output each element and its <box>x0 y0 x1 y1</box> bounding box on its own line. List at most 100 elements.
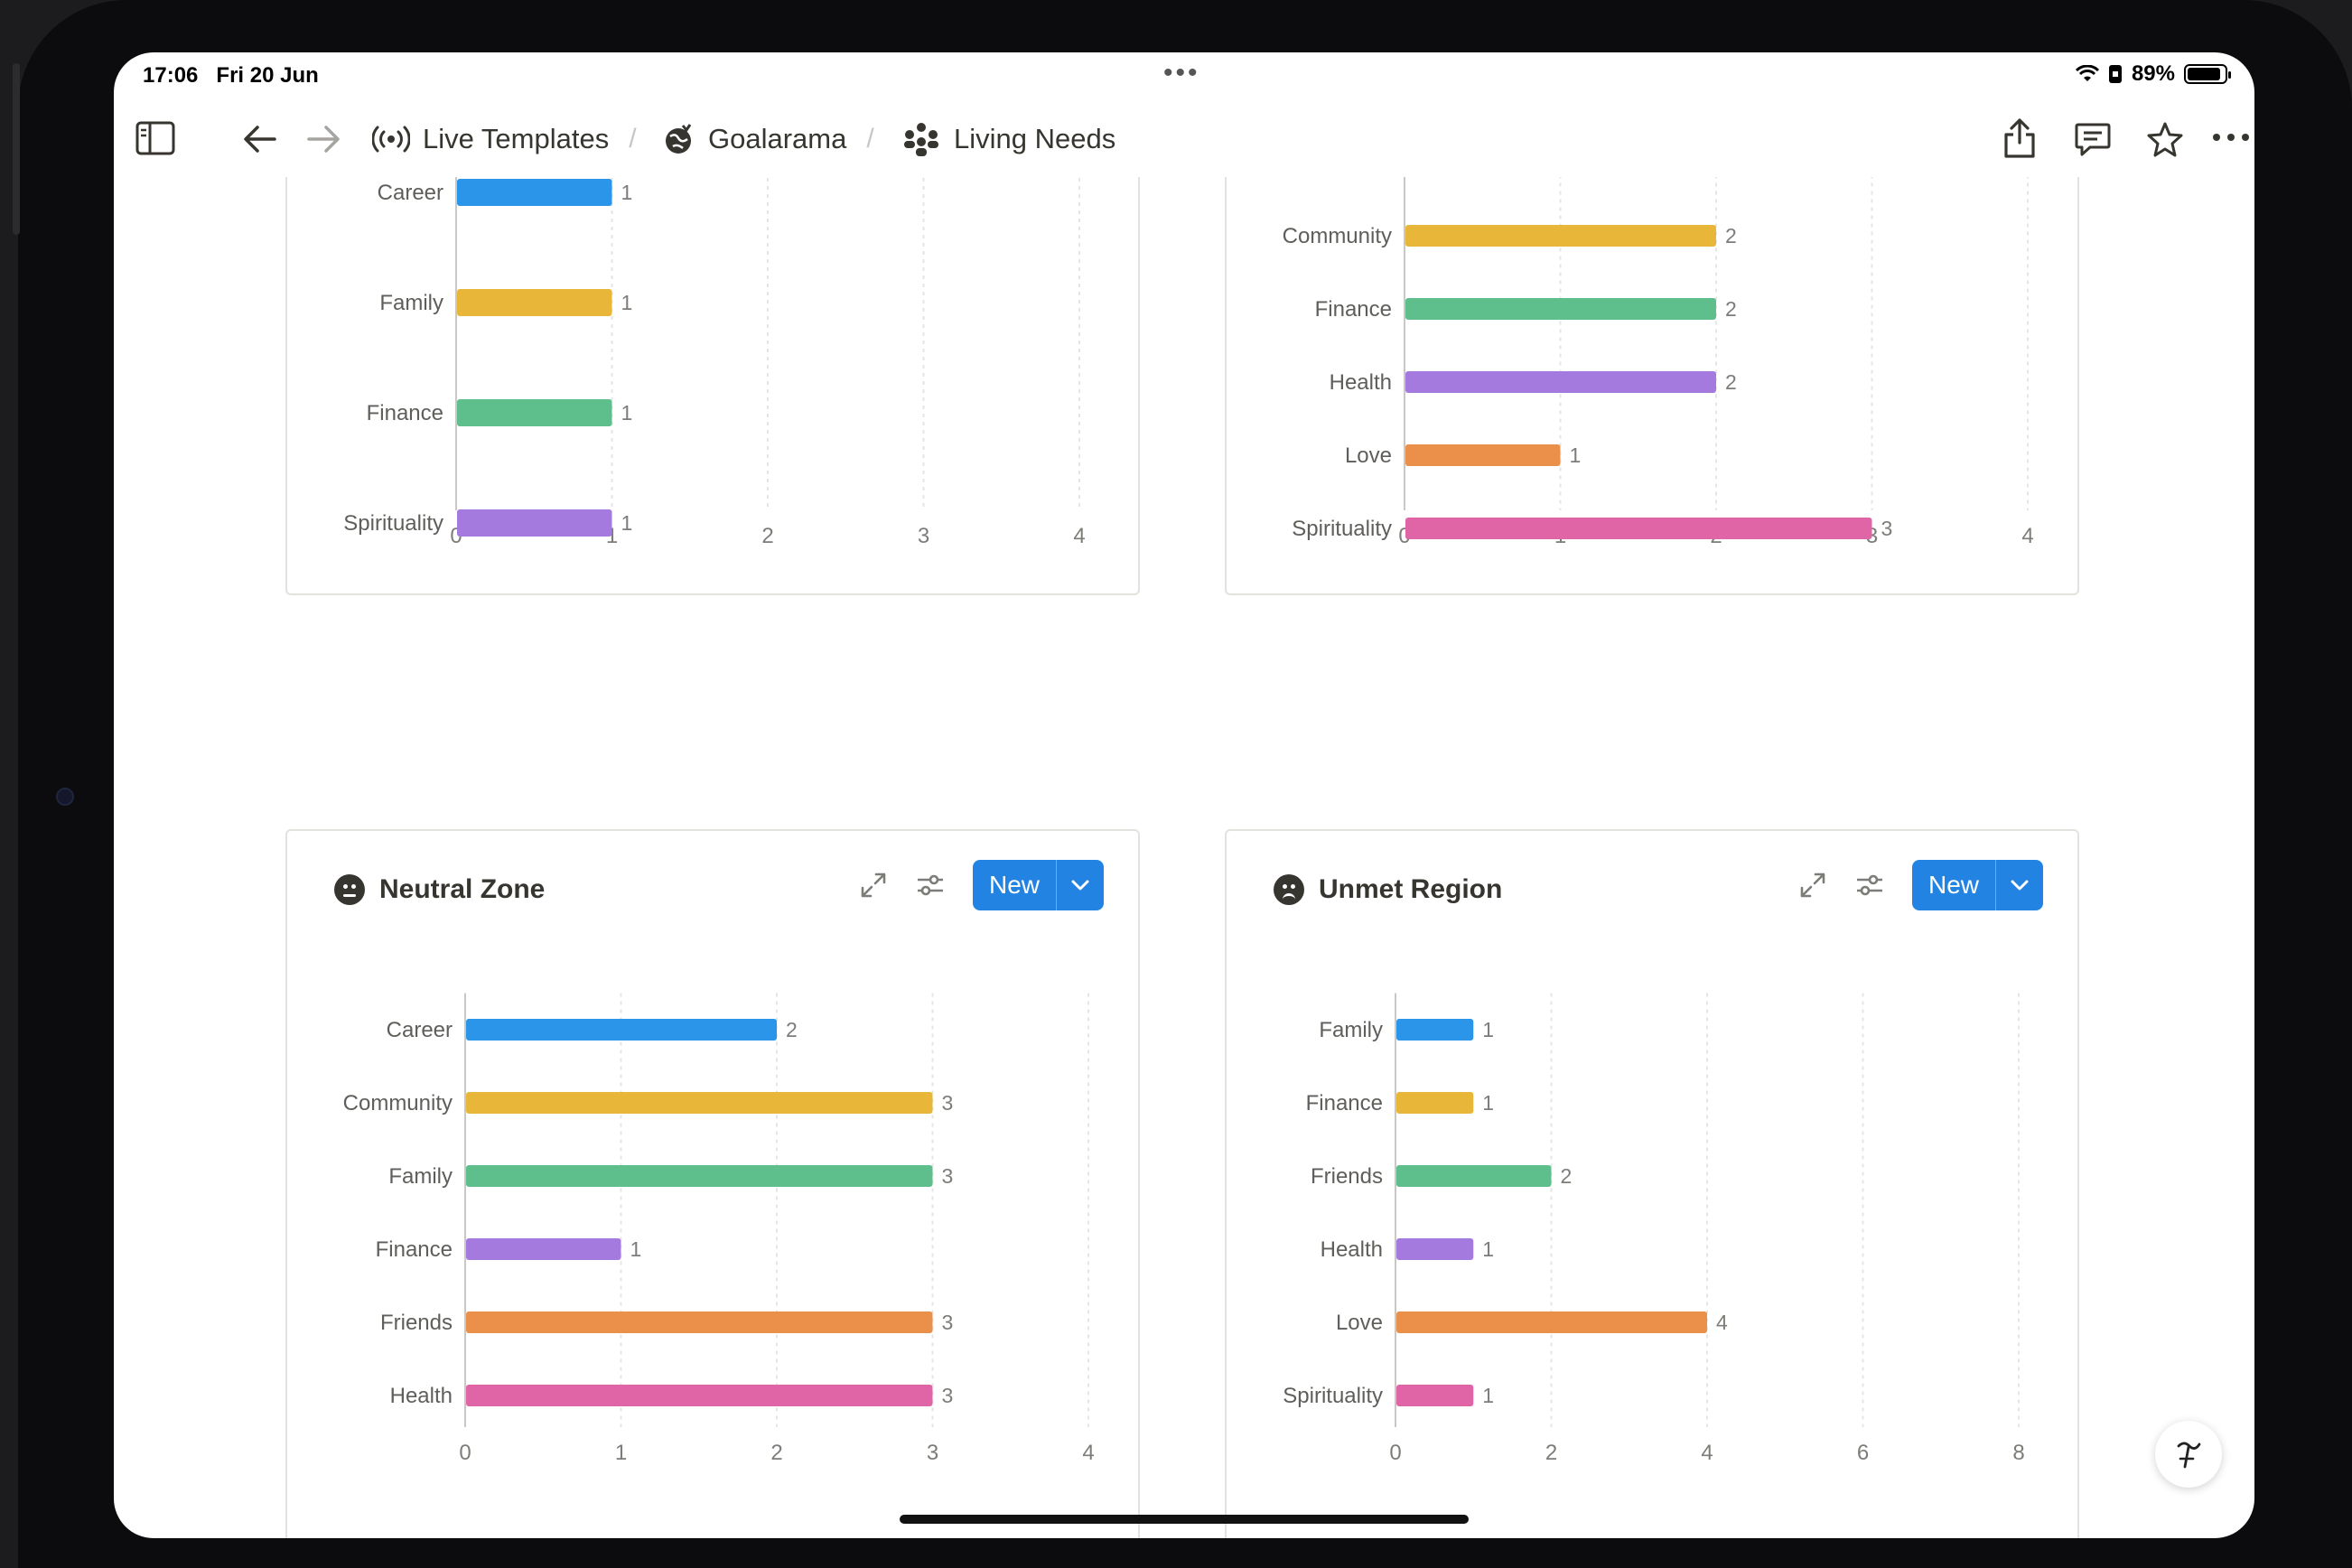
bar[interactable] <box>466 1092 933 1114</box>
breadcrumb-item-live-templates[interactable]: Live Templates / <box>372 108 637 170</box>
bar[interactable] <box>1396 1092 1474 1114</box>
breadcrumb-separator: / <box>866 124 874 154</box>
x-tick-label: 4 <box>1082 1441 1094 1465</box>
chevron-down-icon[interactable] <box>1995 860 2043 910</box>
category-label: Health <box>390 1384 453 1408</box>
bar-value-label: 2 <box>1725 297 1737 321</box>
settings-sliders-icon[interactable] <box>1854 872 1885 899</box>
category-label: Health <box>1321 1237 1383 1262</box>
front-camera <box>56 788 74 806</box>
bar-value-label: 2 <box>1725 224 1737 247</box>
sidebar-toggle-icon[interactable] <box>135 121 175 155</box>
category-label: Spirituality <box>1283 1384 1383 1408</box>
more-icon[interactable] <box>2211 132 2251 143</box>
bar[interactable] <box>1396 1165 1552 1187</box>
new-button[interactable]: New <box>972 860 1104 910</box>
x-tick-label: 8 <box>2012 1441 2024 1465</box>
category-label: Friends <box>1311 1164 1383 1189</box>
bar-value-label: 1 <box>621 181 633 204</box>
bar[interactable] <box>1405 371 1716 393</box>
bar-chart-top-right: 01234Career3Community2Finance2Health2Lov… <box>1283 177 2034 548</box>
chart-card-neutral-zone: Neutral Zone New 0 1 2 3 4 Career 2 Community 3 F… <box>285 829 1140 1538</box>
bar[interactable] <box>1396 1019 1474 1041</box>
bar-value-label: 1 <box>621 401 633 425</box>
bar[interactable] <box>457 179 612 206</box>
bar[interactable] <box>1396 1385 1474 1406</box>
ai-assistant-button[interactable] <box>2155 1421 2222 1488</box>
x-tick-label: 3 <box>927 1441 938 1465</box>
bar-value-label: 1 <box>1482 1018 1494 1041</box>
bar[interactable] <box>1405 298 1716 320</box>
expand-icon[interactable] <box>1798 871 1827 900</box>
bar[interactable] <box>466 1019 777 1041</box>
x-tick-label: 2 <box>770 1441 782 1465</box>
globe-icon <box>666 124 692 154</box>
x-tick-label: 3 <box>918 524 929 548</box>
clock-date: Fri 20 Jun <box>216 63 319 88</box>
back-arrow-icon[interactable] <box>242 123 278 155</box>
breadcrumb-label: Live Templates <box>423 123 610 154</box>
chevron-down-icon[interactable] <box>1056 860 1104 910</box>
home-indicator <box>900 1515 1469 1524</box>
bar-value-label: 1 <box>1482 1237 1494 1261</box>
category-label: Career <box>387 1018 453 1042</box>
category-label: Finance <box>1306 1091 1383 1115</box>
chart-card-top-left: 0 1 2 3 4 Career 1 Family 1 Finance 1 Spirituality 1 <box>285 177 1140 595</box>
page-content: 0 1 2 3 4 Career 1 Family 1 Finance 1 Spirituality 1… <box>114 177 2254 1538</box>
sad-face-icon <box>1274 874 1304 905</box>
breadcrumb-separator: / <box>629 124 637 154</box>
category-label: Love <box>1345 443 1392 468</box>
bar[interactable] <box>466 1165 933 1187</box>
bar[interactable] <box>466 1311 933 1333</box>
bar[interactable] <box>1405 518 1872 539</box>
x-tick-label: 4 <box>1073 524 1085 548</box>
bar-chart-unmet-region: 0 2 4 6 8 Family 1 Finance 1 Friends 2 Health 1 Love 4… <box>1283 993 2025 1465</box>
clock-time: 17:06 <box>143 63 199 88</box>
category-label: Community <box>1283 224 1392 248</box>
broadcast-icon <box>372 126 410 153</box>
bar[interactable] <box>457 509 612 537</box>
x-tick-label: 2 <box>761 524 773 548</box>
status-bar: 17:06 Fri 20 Jun ••• 89% <box>114 52 2254 98</box>
top-toolbar: Live Templates / Goalarama / Living Need… <box>114 108 2254 170</box>
expand-icon[interactable] <box>859 871 888 900</box>
multitasking-dots-icon[interactable]: ••• <box>1163 58 1200 88</box>
breadcrumb-item-living-needs[interactable]: Living Needs <box>901 108 1115 170</box>
new-button-label[interactable]: New <box>988 871 1040 899</box>
star-icon[interactable] <box>2146 121 2184 157</box>
comment-icon[interactable] <box>2074 121 2112 157</box>
bar-value-label: 1 <box>621 291 633 314</box>
bar-value-label: 1 <box>1482 1384 1494 1407</box>
bar-chart-neutral-zone: 0 1 2 3 4 Career 2 Community 3 Family 3 Finance 1 Fri… <box>343 993 1095 1465</box>
card-actions: New <box>1798 860 2043 910</box>
x-tick-label: 2 <box>1545 1441 1557 1465</box>
bar-value-label: 3 <box>942 1091 954 1115</box>
new-button[interactable]: New <box>1911 860 2043 910</box>
bar[interactable] <box>457 289 612 316</box>
breadcrumb-item-goalarama[interactable]: Goalarama / <box>661 108 874 170</box>
category-label: Family <box>1319 1018 1383 1042</box>
category-label: Family <box>379 291 443 315</box>
share-icon[interactable] <box>2002 117 2038 159</box>
bar-value-label: 2 <box>1725 370 1737 394</box>
bar[interactable] <box>466 1385 933 1406</box>
bar[interactable] <box>466 1238 621 1260</box>
people-icon <box>904 123 938 156</box>
new-button-label[interactable]: New <box>1927 871 1979 899</box>
screen: 17:06 Fri 20 Jun ••• 89% Live Templates … <box>114 52 2254 1538</box>
bar[interactable] <box>457 399 612 426</box>
bar[interactable] <box>1396 1238 1474 1260</box>
x-tick-label: 0 <box>459 1441 471 1465</box>
bar[interactable] <box>1396 1311 1707 1333</box>
forward-arrow-icon[interactable] <box>305 123 341 155</box>
settings-sliders-icon[interactable] <box>915 872 946 899</box>
card-title: Unmet Region <box>1274 874 1502 905</box>
bar[interactable] <box>1405 225 1716 247</box>
bar[interactable] <box>1405 444 1561 466</box>
chart-card-top-right: 01234Career3Community2Finance2Health2Lov… <box>1225 177 2079 595</box>
status-right: 89% <box>2075 61 2231 87</box>
breadcrumb-label: Living Needs <box>954 123 1116 154</box>
bar-value-label: 2 <box>786 1018 798 1041</box>
battery-percent: 89% <box>2131 61 2175 86</box>
